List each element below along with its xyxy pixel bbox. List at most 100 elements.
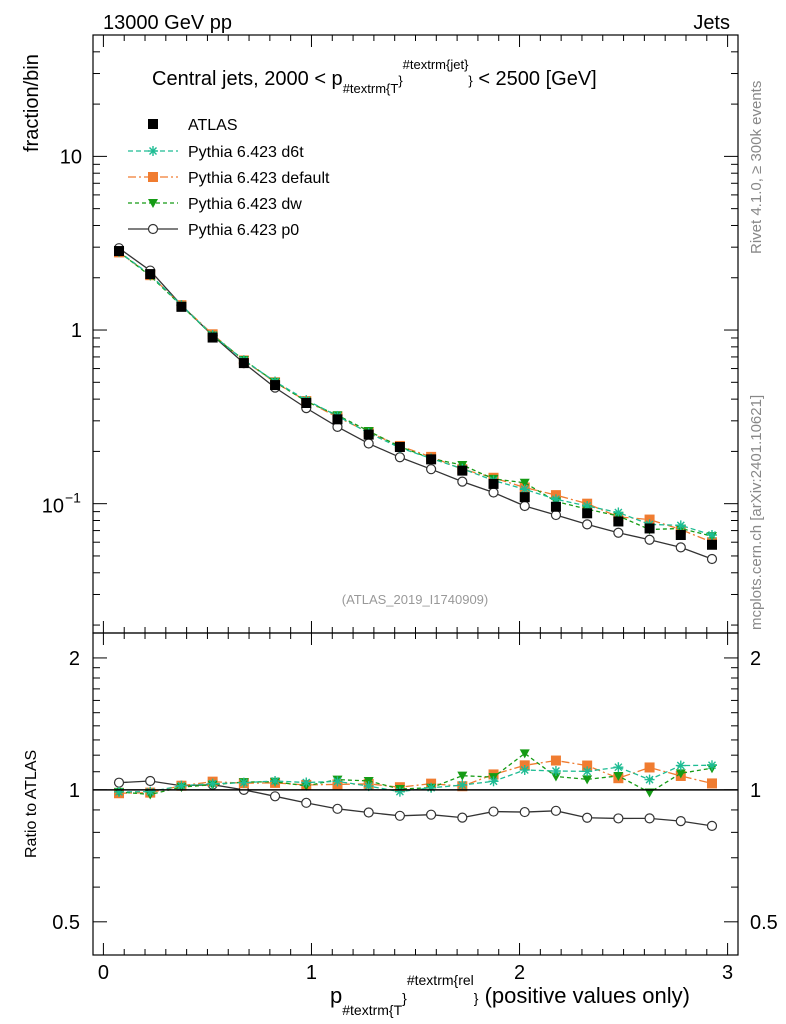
ratio-point-pythia-6-423-p0 (488, 806, 499, 817)
point-pythia-6-423-p0 (426, 464, 437, 475)
ratio-point-pythia-6-423-d6t (488, 776, 499, 787)
point-atlas (426, 454, 437, 465)
ratio-tick-label-right: 2 (750, 648, 761, 670)
ratio-point-pythia-6-423-d6t (270, 776, 281, 787)
point-pythia-6-423-d6t (613, 507, 624, 518)
ratio-point-pythia-6-423-dw (675, 769, 686, 779)
ratio-point-pythia-6-423-d6t (582, 766, 593, 777)
legend-marker-pythia-6-423-d6t (148, 146, 158, 156)
legend-label-pythia-6-423-dw: Pythia 6.423 dw (188, 196, 302, 213)
ratio-point-pythia-6-423-d6t (675, 760, 686, 771)
ratio-point-pythia-6-423-d6t (644, 774, 655, 785)
point-atlas (550, 501, 561, 512)
point-atlas (145, 269, 156, 280)
point-atlas (363, 429, 374, 440)
point-pythia-6-423-p0 (706, 553, 718, 565)
y-axis-label: fraction/bin (21, 54, 43, 152)
ratio-point-pythia-6-423-p0 (394, 810, 405, 821)
point-atlas (176, 301, 187, 312)
ratio-point-pythia-6-423-d6t (613, 762, 624, 773)
ratio-point-pythia-6-423-d6t (426, 782, 437, 793)
x-tick-label: 1 (306, 962, 317, 984)
ratio-point-pythia-6-423-d6t (238, 777, 249, 788)
ratio-point-pythia-6-423-dw (613, 771, 624, 781)
y-tick-label: 1 (71, 320, 82, 342)
rivet-label: Rivet 4.1.0, ≥ 300k events (748, 81, 765, 254)
point-pythia-6-423-d6t (675, 520, 686, 531)
mcplots-label: mcplots.cern.ch [arXiv:2401.10621] (748, 395, 765, 630)
x-axis-label: p#textrm{T}#textrm{rel} (positive values… (330, 972, 690, 1018)
ratio-point-pythia-6-423-p0 (582, 812, 593, 823)
ratio-point-pythia-6-423-d6t (176, 780, 187, 791)
ratio-point-pythia-6-423-d6t (145, 786, 156, 797)
ratio-point-pythia-6-423-p0 (426, 809, 437, 820)
x-tick-label: 2 (514, 962, 525, 984)
y-tick-label-exp: 10 (42, 496, 64, 518)
point-pythia-6-423-p0 (675, 542, 686, 553)
ratio-point-pythia-6-423-d6t (301, 777, 312, 788)
point-pythia-6-423-p0 (613, 527, 624, 538)
category-label: Jets (693, 12, 730, 34)
y-tick-label: 10 (60, 146, 82, 168)
point-pythia-6-423-dw (519, 478, 530, 488)
legend-label-pythia-6-423-p0: Pythia 6.423 p0 (188, 222, 299, 239)
ratio-line-pythia-6-423-default (118, 759, 713, 794)
ratio-point-pythia-6-423-dw (550, 772, 561, 782)
point-atlas (613, 516, 624, 527)
point-atlas (519, 492, 530, 503)
ratio-point-pythia-6-423-default (550, 755, 561, 766)
point-pythia-6-423-p0 (644, 534, 655, 545)
point-pythia-6-423-p0 (457, 476, 468, 487)
ratio-y-axis-label: Ratio to ATLAS (23, 750, 40, 858)
ratio-point-pythia-6-423-p0 (706, 820, 718, 831)
point-pythia-6-423-p0 (363, 438, 374, 449)
point-atlas (582, 508, 593, 519)
x-tick-label: 0 (98, 962, 109, 984)
legend-marker-pythia-6-423-default (148, 172, 158, 182)
point-atlas (270, 380, 281, 391)
ratio-tick-label-right: 0.5 (750, 912, 778, 934)
ratio-point-pythia-6-423-p0 (269, 791, 281, 802)
ratio-panel-frame (92, 632, 739, 956)
ratio-point-pythia-6-423-p0 (644, 813, 655, 824)
point-pythia-6-423-p0 (519, 500, 530, 512)
legend-label-pythia-6-423-default: Pythia 6.423 default (188, 170, 330, 187)
ratio-point-pythia-6-423-default (706, 778, 717, 789)
legend: ATLAS Pythia 6.423 d6t Pythia 6.423 defaul… (128, 117, 330, 239)
y-tick-exponent: −1 (65, 490, 81, 506)
legend-marker-pythia-6-423-p0 (147, 223, 159, 235)
ratio-tick-label: 1 (69, 780, 80, 802)
series-line-pythia-6-423-d6t (118, 251, 713, 536)
point-atlas (238, 358, 249, 369)
legend-marker-pythia-6-423-dw (148, 199, 158, 208)
legend-marker-atlas (148, 119, 158, 129)
legend-label-pythia-6-423-d6t: Pythia 6.423 d6t (188, 144, 304, 161)
ratio-point-pythia-6-423-p0 (363, 807, 374, 818)
ratio-line-pythia-6-423-p0 (118, 780, 713, 827)
point-atlas (332, 414, 343, 425)
ratio-point-pythia-6-423-default (582, 760, 593, 771)
point-pythia-6-423-d6t (706, 530, 717, 541)
legend-label-atlas: ATLAS (188, 117, 238, 134)
ratio-point-pythia-6-423-p0 (675, 816, 686, 827)
ratio-point-pythia-6-423-dw (582, 775, 593, 785)
series-line-pythia-6-423-default (118, 251, 713, 543)
ratio-point-pythia-6-423-dw (457, 771, 468, 781)
ratio-point-pythia-6-423-p0 (332, 803, 343, 814)
point-atlas (488, 478, 499, 489)
ratio-point-pythia-6-423-d6t (207, 778, 218, 789)
ratio-point-pythia-6-423-d6t (706, 760, 717, 771)
ratio-line-pythia-6-423-dw (118, 752, 713, 796)
ratio-point-pythia-6-423-d6t (114, 786, 125, 797)
point-atlas (301, 397, 312, 408)
point-pythia-6-423-p0 (582, 519, 593, 530)
ratio-point-pythia-6-423-p0 (519, 806, 530, 818)
ratio-point-pythia-6-423-p0 (613, 813, 624, 824)
point-pythia-6-423-p0 (488, 487, 499, 498)
ratio-tick-label-right: 1 (750, 780, 761, 802)
point-atlas (114, 246, 125, 257)
ratio-point-pythia-6-423-d6t (550, 766, 561, 777)
point-pythia-6-423-p0 (394, 452, 405, 463)
point-atlas (644, 523, 655, 534)
